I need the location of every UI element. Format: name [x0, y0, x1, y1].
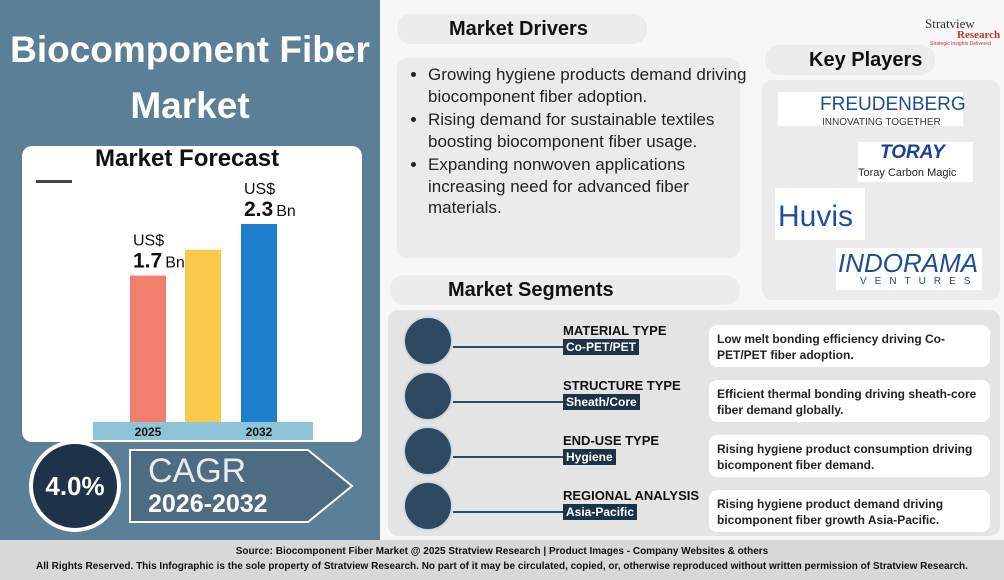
currency-label: US$ — [133, 233, 164, 250]
value-label: 2.3 — [244, 198, 273, 221]
segment-icon — [403, 426, 453, 476]
bar — [185, 249, 221, 422]
segment-icon — [403, 316, 453, 366]
connector — [453, 456, 565, 458]
x-tick-label: 2032 — [246, 425, 273, 439]
currency-label: US$ — [244, 181, 275, 198]
segment-type: END-USE TYPE — [563, 433, 660, 448]
footer-rights: All Rights Reserved. This Infographic is… — [36, 561, 968, 572]
main-title: Biocomponent Fiber Market — [10, 29, 370, 126]
footer-source: Source: Biocomponent Fiber Market @ 2025… — [235, 546, 769, 557]
logo-tagline: Toray Carbon Magic — [858, 167, 957, 179]
brand-sub: Research — [957, 29, 1001, 41]
cagr-value: 4.0% — [29, 440, 121, 532]
logo-bg — [836, 248, 982, 290]
x-tick-label: 2025 — [135, 425, 162, 439]
connector — [453, 511, 565, 513]
logo-tagline: VENTURES — [860, 276, 979, 287]
segment-desc: Rising hygiene product consumption drivi… — [709, 435, 990, 477]
drivers-list: Growing hygiene products demand driving … — [400, 64, 758, 221]
logo-toray: TORAY — [880, 142, 945, 163]
segment-icon — [403, 481, 453, 531]
segment-value: Co-PET/PET — [563, 339, 640, 355]
logo-indorama: INDORAMA — [838, 248, 979, 278]
value-label: 1.7 — [133, 250, 162, 273]
segment-desc: Efficient thermal bonding driving sheath… — [709, 380, 990, 422]
segment-type: REGIONAL ANALYSIS — [563, 488, 700, 503]
cagr-label: CAGR — [148, 452, 247, 490]
driver-item: Rising demand for sustainable textiles b… — [428, 109, 758, 152]
logo-tagline: INNOVATING TOGETHER — [822, 117, 941, 128]
unit-label: Bn — [165, 255, 185, 272]
cagr-arrow — [129, 449, 354, 523]
logo-bg — [775, 188, 865, 240]
segment-type: MATERIAL TYPE — [563, 323, 667, 338]
segment-type: STRUCTURE TYPE — [563, 378, 681, 393]
logo-freudenberg: FREUDENBERG — [820, 94, 966, 115]
cagr-period: 2026-2032 — [148, 490, 268, 518]
unit-label: Bn — [276, 203, 296, 220]
logo-bg — [858, 142, 973, 182]
segment-value: Asia-Pacific — [563, 504, 638, 520]
logo-bg — [778, 92, 963, 126]
driver-item: Growing hygiene products demand driving … — [428, 64, 758, 107]
forecast-title: Market Forecast — [95, 145, 280, 172]
segment-desc: Rising hygiene product demand driving bi… — [709, 490, 990, 532]
connector — [453, 346, 565, 348]
driver-item: Expanding nonwoven applications increasi… — [428, 154, 758, 219]
brand-name: Stratview — [925, 16, 975, 31]
brand-tagline: Strategic Insights Delivered — [930, 41, 991, 47]
bar — [241, 224, 277, 422]
logo-huvis: Huvis — [778, 200, 854, 233]
segment-icon — [403, 371, 453, 421]
footer — [0, 540, 1004, 580]
forecast-icon — [36, 150, 72, 183]
drivers-title: Market Drivers — [397, 14, 647, 44]
segments-title: Market Segments — [390, 275, 740, 305]
axis-strip — [93, 422, 313, 440]
segment-value: Hygiene — [563, 449, 616, 465]
segment-desc: Low melt bonding efficiency driving Co-P… — [709, 325, 990, 367]
connector — [453, 401, 565, 403]
bar — [130, 275, 166, 422]
drivers-box — [397, 58, 740, 258]
segment-value: Sheath/Core — [563, 394, 640, 410]
players-title: Key Players — [765, 45, 935, 75]
